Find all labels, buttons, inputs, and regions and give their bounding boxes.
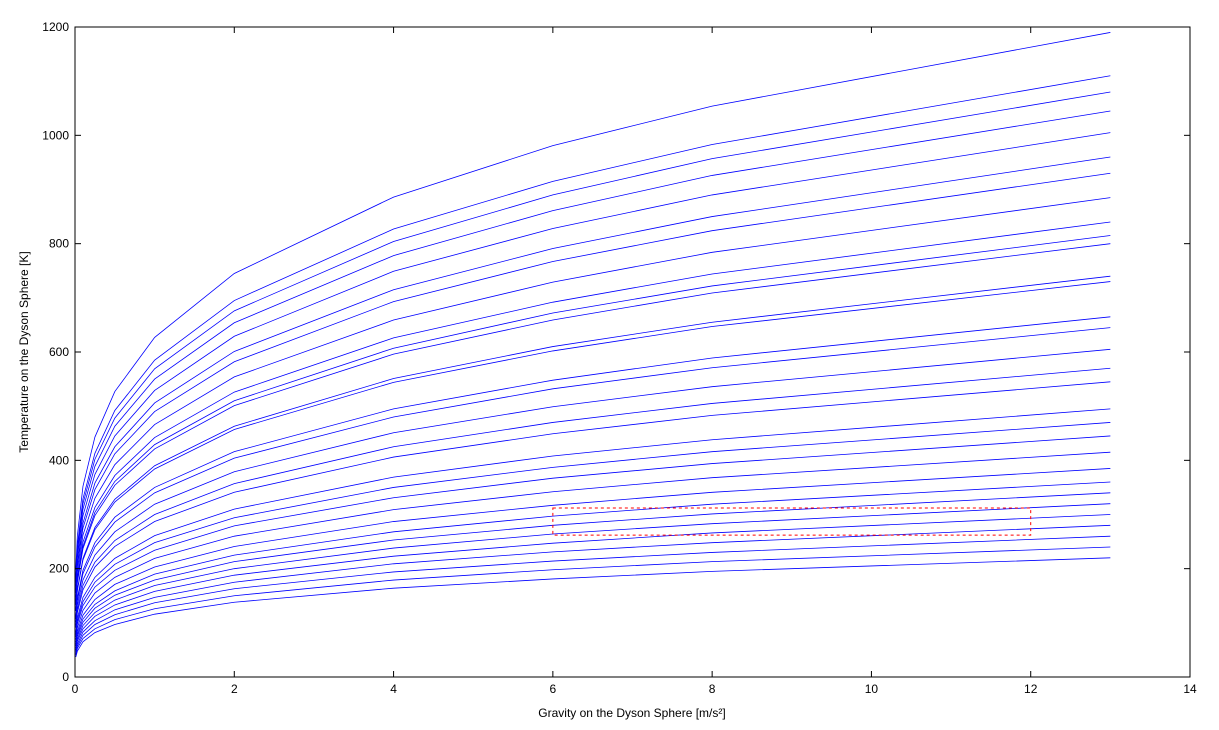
x-tick-label: 4 — [390, 682, 397, 696]
data-line — [75, 156, 1111, 591]
data-line — [75, 557, 1111, 658]
data-line — [75, 32, 1111, 570]
data-line — [75, 243, 1111, 605]
data-line — [75, 435, 1111, 637]
data-line — [75, 316, 1111, 617]
y-tick-label: 0 — [62, 670, 69, 684]
y-axis-label: Temperature on the Dyson Sphere [K] — [17, 251, 31, 452]
y-tick-label: 600 — [49, 345, 69, 359]
data-line — [75, 132, 1111, 587]
data-line — [75, 468, 1111, 643]
data-line — [75, 524, 1111, 652]
x-axis-label: Gravity on the Dyson Sphere [m/s²] — [538, 706, 725, 720]
data-line — [75, 535, 1111, 654]
data-line — [75, 197, 1111, 598]
data-line — [75, 451, 1111, 640]
data-line — [75, 381, 1111, 628]
x-tick-label: 6 — [550, 682, 557, 696]
data-line — [75, 503, 1111, 649]
data-line — [75, 348, 1111, 623]
data-line — [75, 75, 1111, 577]
data-line — [75, 408, 1111, 633]
data-line — [75, 327, 1111, 620]
y-tick-label: 1200 — [42, 20, 69, 34]
x-tick-label: 10 — [865, 682, 879, 696]
x-tick-label: 2 — [231, 682, 238, 696]
data-line — [75, 367, 1111, 626]
data-line — [75, 91, 1111, 580]
x-tick-label: 0 — [72, 682, 79, 696]
y-tick-label: 800 — [49, 237, 69, 251]
region-box — [552, 507, 1032, 536]
y-tick-label: 400 — [49, 453, 69, 467]
data-line — [75, 281, 1111, 611]
data-line — [75, 514, 1111, 650]
x-tick-label: 8 — [709, 682, 716, 696]
data-line — [75, 221, 1111, 602]
data-line — [75, 481, 1111, 645]
x-tick-label: 14 — [1183, 682, 1197, 696]
y-tick-label: 1000 — [42, 128, 69, 142]
y-tick-label: 200 — [49, 562, 69, 576]
x-tick-label: 12 — [1024, 682, 1038, 696]
data-line — [75, 546, 1111, 656]
data-line — [75, 492, 1111, 647]
data-line — [75, 172, 1111, 594]
data-line — [75, 422, 1111, 635]
data-line — [75, 110, 1111, 583]
